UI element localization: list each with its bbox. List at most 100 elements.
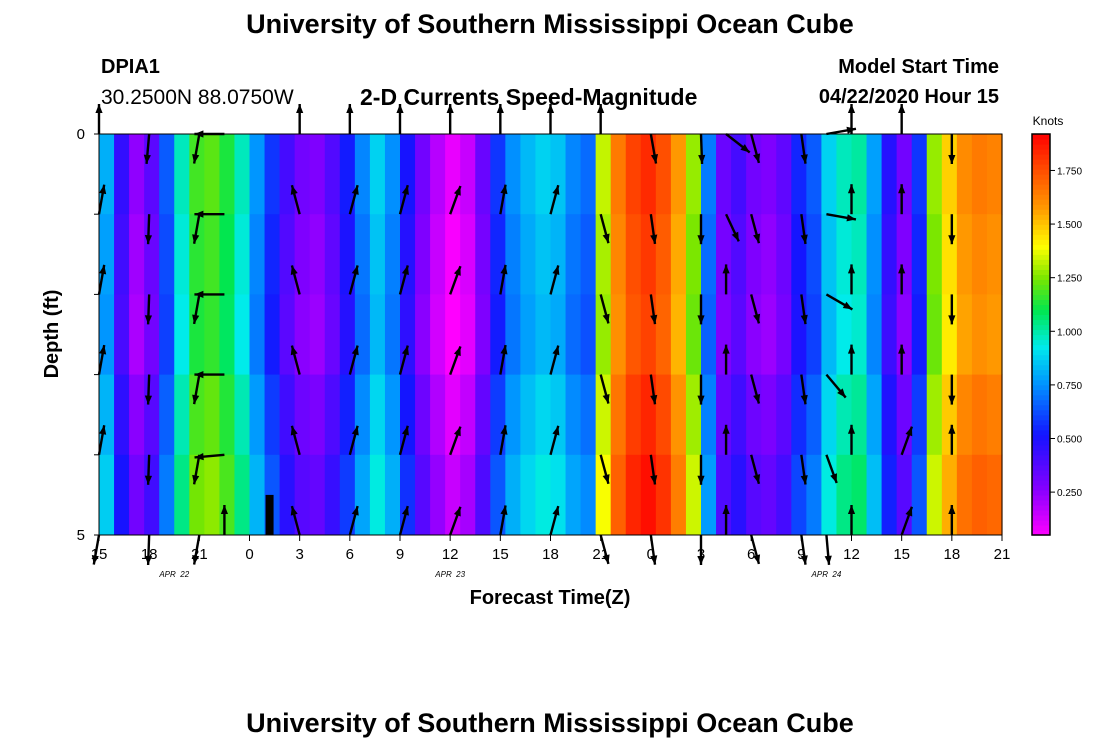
current-vector xyxy=(97,184,107,215)
current-vector xyxy=(144,214,153,245)
heatmap-cell xyxy=(264,374,281,456)
heatmap-cell xyxy=(941,454,958,536)
colorbar-tick-label: 1.750 xyxy=(1057,166,1082,177)
colorbar-segment xyxy=(1032,414,1050,421)
x-tick-label: 9 xyxy=(797,546,805,563)
heatmap-cell xyxy=(415,454,431,536)
heatmap-cell xyxy=(204,454,220,536)
heatmap-cell xyxy=(821,134,838,215)
heatmap-cell xyxy=(445,374,461,456)
heatmap-cell xyxy=(851,374,868,456)
heatmap-cell xyxy=(926,214,943,295)
colorbar-segment xyxy=(1032,469,1050,476)
current-vector xyxy=(398,425,409,456)
current-vector xyxy=(824,534,832,565)
heatmap-cell xyxy=(640,374,657,456)
current-vector xyxy=(826,213,857,222)
heatmap-cell xyxy=(625,214,642,295)
heatmap-cell xyxy=(339,134,356,215)
current-vector xyxy=(847,505,856,535)
current-vector xyxy=(449,345,462,376)
heatmap-cell xyxy=(520,214,537,295)
heatmap-cell xyxy=(430,134,446,215)
heatmap-cell xyxy=(114,134,130,215)
x-tick-label: 21 xyxy=(191,546,208,563)
heatmap-cell xyxy=(731,294,747,375)
colorbar-segment xyxy=(1032,204,1050,210)
colorbar-segment xyxy=(1032,234,1050,240)
current-vector xyxy=(144,454,153,485)
heatmap-cell xyxy=(445,214,461,295)
current-vector xyxy=(296,104,304,134)
heatmap-cell xyxy=(144,214,160,295)
current-vector xyxy=(97,344,107,375)
heatmap-cell xyxy=(655,374,672,456)
heatmap-cell xyxy=(881,374,898,456)
colorbar-segment xyxy=(1032,224,1050,230)
current-vector xyxy=(825,293,853,311)
colorbar-label: Knots xyxy=(1033,114,1064,128)
heatmap-cell xyxy=(550,374,567,456)
current-vector xyxy=(900,426,914,456)
colorbar-segment xyxy=(1032,424,1050,431)
heatmap-cell xyxy=(324,134,341,215)
heatmap-cell xyxy=(445,454,461,536)
colorbar-segment xyxy=(1032,249,1050,255)
heatmap-cell xyxy=(129,374,145,456)
heatmap-cell xyxy=(324,294,341,375)
station-id: DPIA1 xyxy=(101,56,160,78)
current-vector xyxy=(499,505,508,536)
heatmap-cell xyxy=(234,214,251,295)
colorbar-segment xyxy=(1032,159,1050,165)
heatmap-cell xyxy=(866,214,883,295)
colorbar-segment xyxy=(1032,229,1050,235)
heatmap-cell xyxy=(339,294,356,375)
current-vector xyxy=(800,454,808,485)
heatmap-cell xyxy=(114,294,130,375)
current-vector xyxy=(449,185,462,215)
current-vector xyxy=(192,454,201,485)
heatmap-cell xyxy=(490,214,506,295)
heatmap-cell xyxy=(174,214,190,295)
heatmap-cell xyxy=(415,214,431,295)
colorbar-segment xyxy=(1032,284,1050,290)
colorbar-segment xyxy=(1032,529,1050,536)
heatmap-cell xyxy=(219,374,236,456)
heatmap-cell xyxy=(460,214,476,295)
current-vector xyxy=(549,184,560,215)
heatmap-cell xyxy=(309,214,326,295)
current-vector xyxy=(220,505,229,535)
heatmap-cell xyxy=(610,134,627,215)
current-vector xyxy=(847,104,856,134)
heatmap-cell xyxy=(520,134,537,215)
heatmap-cell xyxy=(294,294,311,375)
colorbar-segment xyxy=(1032,399,1050,406)
current-vector xyxy=(97,425,107,456)
colorbar-segment xyxy=(1032,359,1050,366)
x-tick-label: 21 xyxy=(994,546,1011,563)
heatmap-cell xyxy=(716,454,732,536)
heatmap-cell xyxy=(821,454,838,536)
heatmap-cell xyxy=(836,454,853,536)
colorbar-segment xyxy=(1032,174,1050,180)
current-vector xyxy=(346,104,354,134)
heatmap-cell xyxy=(640,214,657,295)
heatmap-cell xyxy=(159,374,175,456)
heatmap-cell xyxy=(701,294,717,375)
current-vector xyxy=(398,505,409,536)
heatmap-cell xyxy=(806,134,822,215)
heatmap-cell xyxy=(986,374,1003,456)
heatmap-cell xyxy=(670,374,687,456)
colorbar-segment xyxy=(1032,504,1050,511)
heatmap-cell xyxy=(580,294,597,375)
current-vector xyxy=(649,534,658,565)
heatmap-cell xyxy=(731,454,747,536)
current-vector xyxy=(724,213,740,242)
heatmap-cell xyxy=(881,454,898,536)
heatmap-cell xyxy=(144,294,160,375)
heatmap-cell xyxy=(249,454,266,536)
heatmap-cell xyxy=(475,454,491,536)
current-vector xyxy=(948,424,956,455)
current-vector xyxy=(722,264,730,295)
heatmap-cell xyxy=(550,134,567,215)
